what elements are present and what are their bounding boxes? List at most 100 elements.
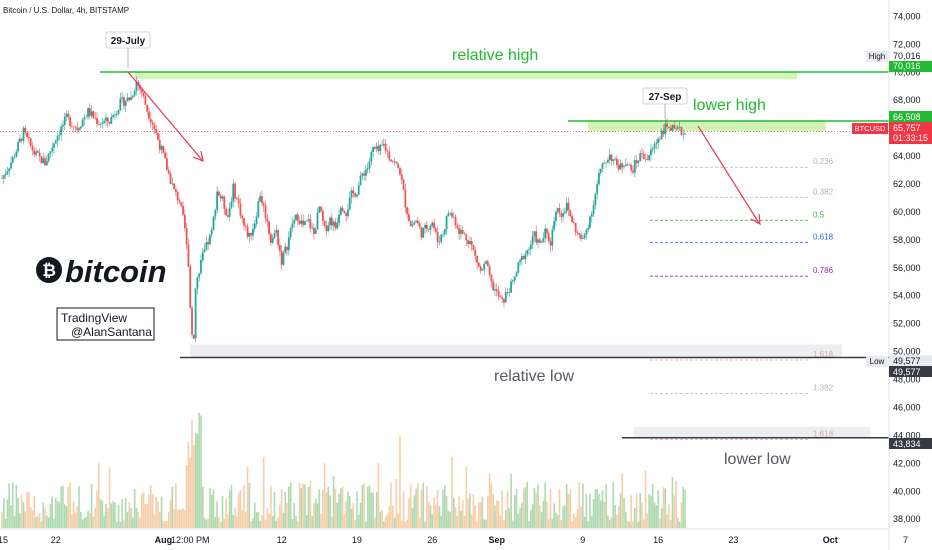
volume-bar <box>648 493 650 528</box>
candle-body <box>363 173 366 176</box>
candle-body <box>332 221 335 226</box>
volume-bar <box>209 488 211 528</box>
candle-body <box>214 209 217 217</box>
volume-bar <box>223 518 226 528</box>
candle-body <box>553 221 556 230</box>
volume-bar <box>635 493 638 528</box>
candle-body <box>234 183 236 199</box>
volume-bar <box>492 494 494 528</box>
relative-high-price-text: 70,016 <box>893 61 921 71</box>
volume-bar <box>510 473 512 528</box>
volume-bar <box>490 483 493 528</box>
candle-body <box>449 213 452 214</box>
candle-body <box>180 202 183 206</box>
candle-body <box>97 124 100 125</box>
callout-27-sep-text: 27-Sep <box>649 92 682 103</box>
volume-bar <box>526 482 529 528</box>
candle-body <box>269 234 272 243</box>
volume-bar <box>261 514 263 528</box>
candle-body <box>76 127 79 131</box>
candle-body <box>69 117 72 126</box>
candle-body <box>96 117 98 125</box>
volume-bar <box>345 500 347 528</box>
volume-bar <box>33 495 36 528</box>
volume-bar <box>207 518 209 528</box>
candle-body <box>361 173 364 176</box>
candle-body <box>151 122 154 125</box>
candle-body <box>508 292 511 294</box>
volume-bar <box>311 516 313 528</box>
volume-bar <box>361 484 364 528</box>
candle-body <box>666 123 668 127</box>
volume-bar <box>309 480 312 528</box>
volume-bar <box>47 517 50 528</box>
volume-bar <box>447 510 450 528</box>
volume-bar <box>289 482 292 528</box>
callout-29-july: 29-July <box>105 31 151 68</box>
candle-body <box>20 138 23 141</box>
candle-body <box>429 225 432 230</box>
volume-bar <box>327 486 330 528</box>
volume-bar <box>139 517 141 528</box>
relative-low-price-text: 49,577 <box>893 367 921 377</box>
volume-bar <box>438 506 441 528</box>
candle-body <box>445 216 448 230</box>
fib-label: 0.382 <box>813 187 834 196</box>
volume-bar <box>72 501 75 528</box>
y-tick-label: 50,000 <box>893 347 921 357</box>
candle-body <box>608 154 611 161</box>
volume-bar <box>262 457 265 528</box>
volume-bar <box>589 493 591 528</box>
volume-bar <box>485 519 487 528</box>
volume-bar <box>133 489 136 528</box>
zones-layer <box>134 72 870 438</box>
candle-body <box>465 234 468 241</box>
candle-body <box>323 220 326 226</box>
candle-body <box>287 237 290 251</box>
fib-label: 1.618 <box>813 430 834 439</box>
chart-title: Bitcoin / U.S. Dollar, 4h, BITSTAMP <box>3 6 129 15</box>
candle-body <box>531 236 534 245</box>
x-tick-label: Aug <box>155 535 173 545</box>
candle-body <box>280 251 283 265</box>
candle-body <box>562 213 564 217</box>
volume-bar <box>632 521 634 528</box>
volume-bar <box>219 521 222 528</box>
volume-bar <box>607 515 609 528</box>
volume-bar <box>356 491 358 528</box>
candle-body <box>212 216 215 230</box>
volume-bar <box>587 521 589 528</box>
volume-bar <box>218 517 220 528</box>
candle-body <box>110 116 113 124</box>
candle-body <box>601 163 604 169</box>
candle-body <box>451 213 453 217</box>
volume-bar <box>512 520 514 528</box>
candle-body <box>40 156 43 164</box>
candle-body <box>71 125 73 127</box>
volume-bar <box>157 501 159 528</box>
volume-bar <box>212 489 215 528</box>
candle-body <box>325 225 328 232</box>
volume-bar <box>40 521 43 528</box>
candle-body <box>114 114 116 116</box>
volume-bar <box>307 486 310 528</box>
volume-bar <box>684 489 686 528</box>
candle-body <box>533 231 536 237</box>
candle-body <box>633 160 636 173</box>
volume-bar <box>37 515 39 528</box>
candle-body <box>237 198 240 204</box>
candle-body <box>569 209 572 216</box>
candle-body <box>105 117 107 121</box>
candle-body <box>275 230 278 233</box>
high-tag-text: High <box>869 52 885 61</box>
candle-body <box>31 145 34 151</box>
candle-body <box>209 234 211 245</box>
volume-bar <box>126 512 129 528</box>
candle-body <box>230 201 233 208</box>
candle-body <box>62 124 64 127</box>
watermark-line2: @AlanSantana <box>71 325 152 339</box>
candle-body <box>22 127 25 141</box>
candle-body <box>479 266 482 271</box>
